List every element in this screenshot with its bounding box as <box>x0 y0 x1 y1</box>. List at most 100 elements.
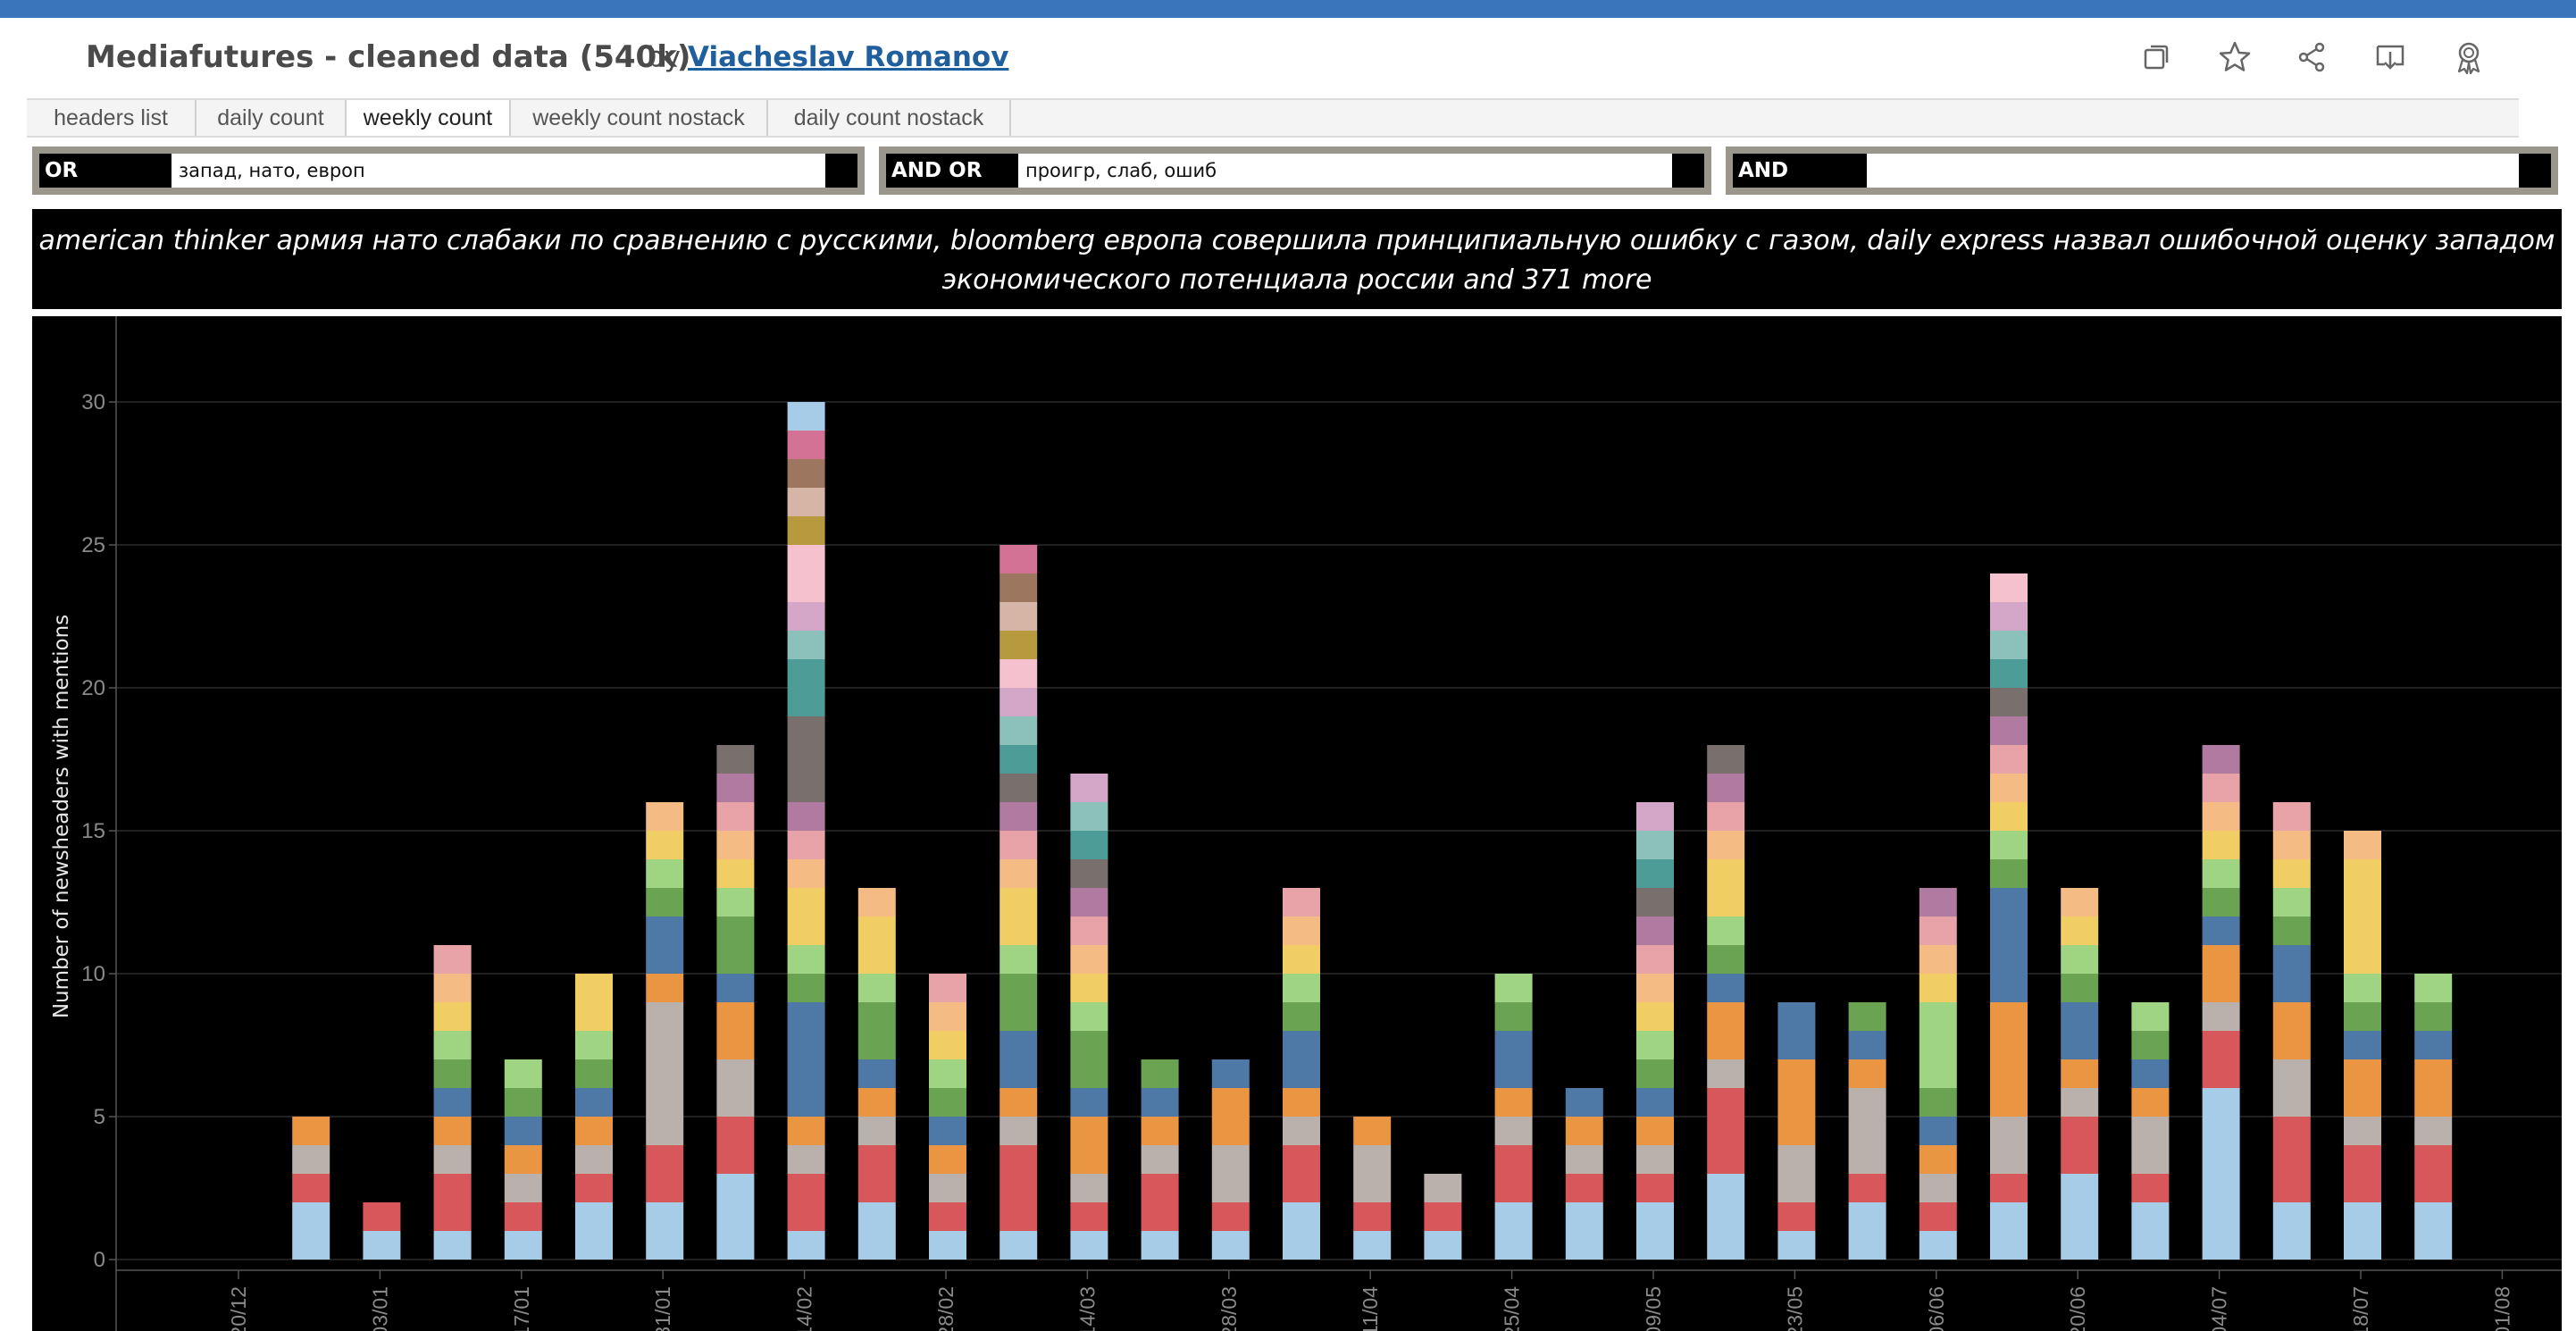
bar-segment <box>1848 1031 1886 1059</box>
byline-label: by <box>647 41 682 73</box>
bar-segment <box>999 774 1038 802</box>
bar-segment <box>1141 1145 1179 1174</box>
bar-segment <box>504 1088 542 1117</box>
filter-and-box[interactable]: AND <box>1733 154 2551 188</box>
filter-or-box[interactable]: OR запад, нато, европ <box>39 154 857 188</box>
bar-segment <box>646 974 684 1002</box>
bar-segment <box>716 1059 755 1117</box>
bar-segment <box>1919 1002 1957 1088</box>
bar-segment <box>1283 945 1320 974</box>
bar-segment <box>433 974 472 1002</box>
tab-daily-count[interactable]: daily count <box>197 100 347 136</box>
bar-segment <box>2344 859 2381 974</box>
bar-segment <box>1070 974 1108 1002</box>
bar-segment <box>2272 1117 2311 1202</box>
bar-segment <box>1494 1002 1533 1031</box>
share-icon[interactable] <box>2291 36 2334 79</box>
author-link[interactable]: Viacheslav Romanov <box>688 41 1009 73</box>
bar-segment <box>1707 974 1745 1002</box>
bar-segment <box>857 1202 896 1260</box>
tab-headers-list[interactable]: headers list <box>27 100 197 136</box>
bar-segment <box>2344 1145 2381 1202</box>
bar-segment <box>2131 1117 2170 1174</box>
bar-segment <box>929 1174 966 1202</box>
bar-segment <box>787 1117 825 1145</box>
filter-and-or-box[interactable]: AND OR проигр, слаб, ошиб <box>886 154 1704 188</box>
bar-segment <box>2344 974 2381 1002</box>
bar-segment <box>2414 1117 2453 1145</box>
bar-segment <box>2202 745 2240 774</box>
tab-weekly-count[interactable]: weekly count <box>347 100 511 136</box>
bar-segment <box>999 1231 1038 1260</box>
bar-segment <box>787 831 825 859</box>
bar-segment <box>716 888 755 917</box>
award-icon[interactable] <box>2447 36 2490 79</box>
bar-segment <box>1211 1088 1250 1145</box>
bar-segment <box>787 1002 825 1117</box>
bar-segment <box>999 945 1038 974</box>
bar-segment <box>504 1174 542 1202</box>
bar-segment <box>2344 1002 2381 1031</box>
top-accent-bar <box>0 0 2576 18</box>
filter-and-or: AND OR проигр, слаб, ошиб <box>879 146 1711 195</box>
tab-weekly-count-nostack[interactable]: weekly count nostack <box>511 100 768 136</box>
filter-and-or-dropdown[interactable] <box>1672 154 1704 188</box>
filter-or-value[interactable]: запад, нато, европ <box>179 160 365 181</box>
bar-segment <box>787 488 825 516</box>
filter-or-dropdown[interactable] <box>825 154 857 188</box>
bar-segment <box>504 1117 542 1145</box>
bar-segment <box>1141 1059 1179 1088</box>
bar-segment <box>787 659 825 716</box>
bar-segment <box>2131 1031 2170 1059</box>
viz-header: Mediafutures - cleaned data (540k) by Vi… <box>0 18 2576 98</box>
bar-segment <box>504 1202 542 1231</box>
bar-segment <box>787 545 825 602</box>
bar-segment <box>1283 1145 1320 1202</box>
bar-segment <box>2202 1002 2240 1031</box>
star-icon[interactable] <box>2213 36 2256 79</box>
bar-segment <box>1707 945 1745 974</box>
y-tick-label: 10 <box>81 962 105 986</box>
bar-segment <box>716 774 755 802</box>
bar-segment <box>1990 1117 2028 1174</box>
bar-segment <box>1707 1059 1745 1088</box>
bar-segment <box>1565 1088 1603 1117</box>
filter-or: OR запад, нато, европ <box>32 146 865 195</box>
bar-segment <box>1494 1031 1533 1088</box>
bar-segment <box>787 974 825 1002</box>
bar-segment <box>1283 1031 1320 1088</box>
tab-daily-count-nostack[interactable]: daily count nostack <box>768 100 1011 136</box>
bar-segment <box>1070 1002 1108 1031</box>
bar-segment <box>1070 1031 1108 1088</box>
filter-and-operator: AND <box>1733 154 1867 188</box>
bar-segment <box>1990 1202 2028 1260</box>
bar-segment <box>2414 1002 2453 1031</box>
bar-segment <box>1494 974 1533 1002</box>
bar-segment <box>1424 1231 1462 1260</box>
bar-segment <box>2202 1031 2240 1088</box>
bar-segment <box>1141 1088 1179 1117</box>
bar-segment <box>1990 602 2028 631</box>
bar-segment <box>2131 1002 2170 1031</box>
bar-segment <box>1070 1231 1108 1260</box>
bar-segment <box>433 1117 472 1145</box>
filter-and-dropdown[interactable] <box>2519 154 2551 188</box>
bar-segment <box>1070 831 1108 859</box>
x-tick-label: 20/06 <box>2066 1286 2089 1331</box>
x-tick-label: 03/01 <box>368 1286 391 1331</box>
download-icon[interactable] <box>2369 36 2412 79</box>
bar-segment <box>433 945 472 974</box>
bar-segment <box>787 602 825 631</box>
bar-segment <box>787 431 825 459</box>
bar-segment <box>999 974 1038 1031</box>
copy-icon[interactable] <box>2135 36 2178 79</box>
bar-segment <box>2061 974 2099 1002</box>
bar-segment <box>1211 1202 1250 1231</box>
page-title: Mediafutures - cleaned data (540k) <box>86 39 691 75</box>
bar-segment <box>1211 1231 1250 1260</box>
bar-segment <box>2061 1002 2099 1059</box>
bar-segment <box>2061 1059 2099 1088</box>
bar-segment <box>1565 1174 1603 1202</box>
bar-segment <box>433 1088 472 1117</box>
filter-and-or-value[interactable]: проигр, слаб, ошиб <box>1025 160 1217 181</box>
